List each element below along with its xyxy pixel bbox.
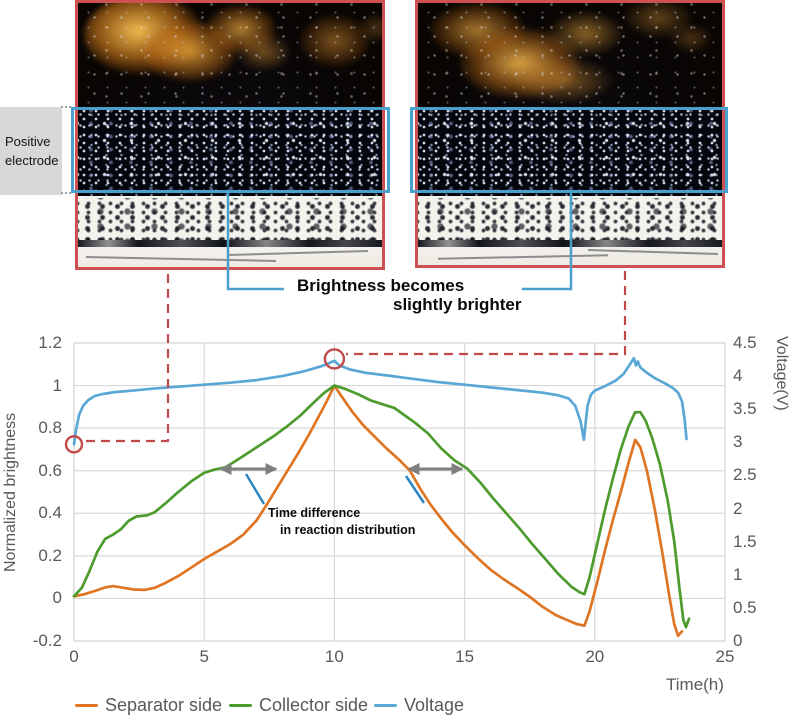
tick-x-label: 20 bbox=[585, 647, 605, 666]
speckle-texture bbox=[418, 3, 722, 107]
crack-line bbox=[438, 254, 608, 260]
micrograph-left-electrode-layer bbox=[78, 107, 382, 196]
micrograph-right-substrate-layer bbox=[418, 196, 722, 265]
legend-swatch-separator bbox=[75, 703, 98, 708]
blue-slash-right bbox=[404, 475, 426, 504]
speckle-texture bbox=[418, 107, 722, 196]
micrograph-left-top-layer bbox=[78, 3, 382, 107]
speckle-texture bbox=[78, 3, 382, 107]
crack-line bbox=[228, 250, 368, 256]
tick-yr-label: 1 bbox=[733, 564, 743, 584]
tick-yl-label: 0.8 bbox=[38, 418, 62, 438]
brightness-note-line1: Brightness becomes bbox=[297, 276, 465, 295]
highlight-box-left bbox=[71, 107, 390, 193]
tick-yr-label: 3.5 bbox=[733, 399, 757, 419]
legend-item-voltage: Voltage bbox=[374, 695, 464, 716]
micrograph-right-top-layer bbox=[418, 3, 722, 107]
voltage-marker-circle bbox=[64, 435, 84, 454]
red-dashed-connector-left bbox=[84, 274, 170, 443]
x-axis-title: Time(h) bbox=[666, 675, 724, 694]
y-axis-title-right: Voltage(V) bbox=[773, 336, 790, 411]
tick-x-label: 25 bbox=[715, 647, 735, 666]
tick-yr-label: 4 bbox=[733, 366, 743, 386]
legend-label-collector: Collector side bbox=[259, 695, 369, 715]
tick-yr-label: 1.5 bbox=[733, 531, 757, 551]
dark-streak bbox=[418, 240, 722, 247]
micrograph-right-electrode-layer bbox=[418, 107, 722, 196]
dotted-connector bbox=[61, 192, 71, 194]
series-line-collector bbox=[72, 384, 691, 629]
dark-streak bbox=[78, 240, 382, 247]
tick-yl-label: 1 bbox=[52, 375, 62, 395]
tick-yr-label: 4.5 bbox=[733, 333, 757, 352]
dark-mottle-texture bbox=[78, 198, 382, 240]
tick-yl-label: 1.2 bbox=[38, 333, 62, 352]
crack-line bbox=[86, 256, 276, 262]
time-difference-note-line1: Time difference bbox=[268, 506, 361, 520]
tick-x-label: 10 bbox=[324, 647, 344, 666]
series-line-voltage bbox=[72, 356, 688, 446]
tick-yr-label: 3 bbox=[733, 432, 743, 452]
blue-slash-left bbox=[244, 473, 266, 505]
legend-label-voltage: Voltage bbox=[404, 695, 465, 715]
tick-x-label: 15 bbox=[455, 647, 475, 666]
speckle-texture bbox=[78, 107, 382, 196]
legend-swatch-voltage bbox=[374, 703, 397, 708]
tick-yl-label: 0.4 bbox=[38, 503, 62, 523]
legend-swatch-collector bbox=[229, 703, 252, 708]
voltage-marker-circle bbox=[323, 348, 346, 370]
plot-border bbox=[73, 342, 726, 642]
tick-yl-label: 0.6 bbox=[38, 460, 62, 480]
tick-yr-label: 0.5 bbox=[733, 597, 757, 617]
legend-label-separator: Separator side bbox=[105, 695, 223, 715]
tick-x-label: 0 bbox=[69, 647, 79, 666]
legend-item-collector: Collector side bbox=[229, 695, 368, 716]
data-series bbox=[72, 356, 691, 638]
brightness-note-line2: slightly brighter bbox=[393, 295, 522, 314]
tick-yr-label: 2.5 bbox=[733, 465, 757, 485]
gridlines bbox=[73, 342, 726, 642]
dark-mottle-texture bbox=[418, 198, 722, 240]
tick-yl-label: 0 bbox=[52, 588, 62, 608]
positive-electrode-label: Positive electrode bbox=[0, 107, 62, 195]
dotted-connector bbox=[61, 106, 71, 108]
tick-yl-label: 0.2 bbox=[38, 545, 62, 565]
time-difference-note-line2: in reaction distribution bbox=[280, 523, 416, 537]
micrograph-left-substrate-layer bbox=[78, 196, 382, 267]
legend-item-separator: Separator side bbox=[75, 695, 222, 716]
tick-yr-label: 2 bbox=[733, 498, 743, 518]
highlight-box-right bbox=[410, 107, 728, 193]
tick-x-label: 5 bbox=[199, 647, 209, 666]
tick-yr-label: 0 bbox=[733, 631, 743, 650]
series-line-separator bbox=[72, 384, 684, 638]
tick-yl-label: -0.2 bbox=[32, 631, 62, 650]
